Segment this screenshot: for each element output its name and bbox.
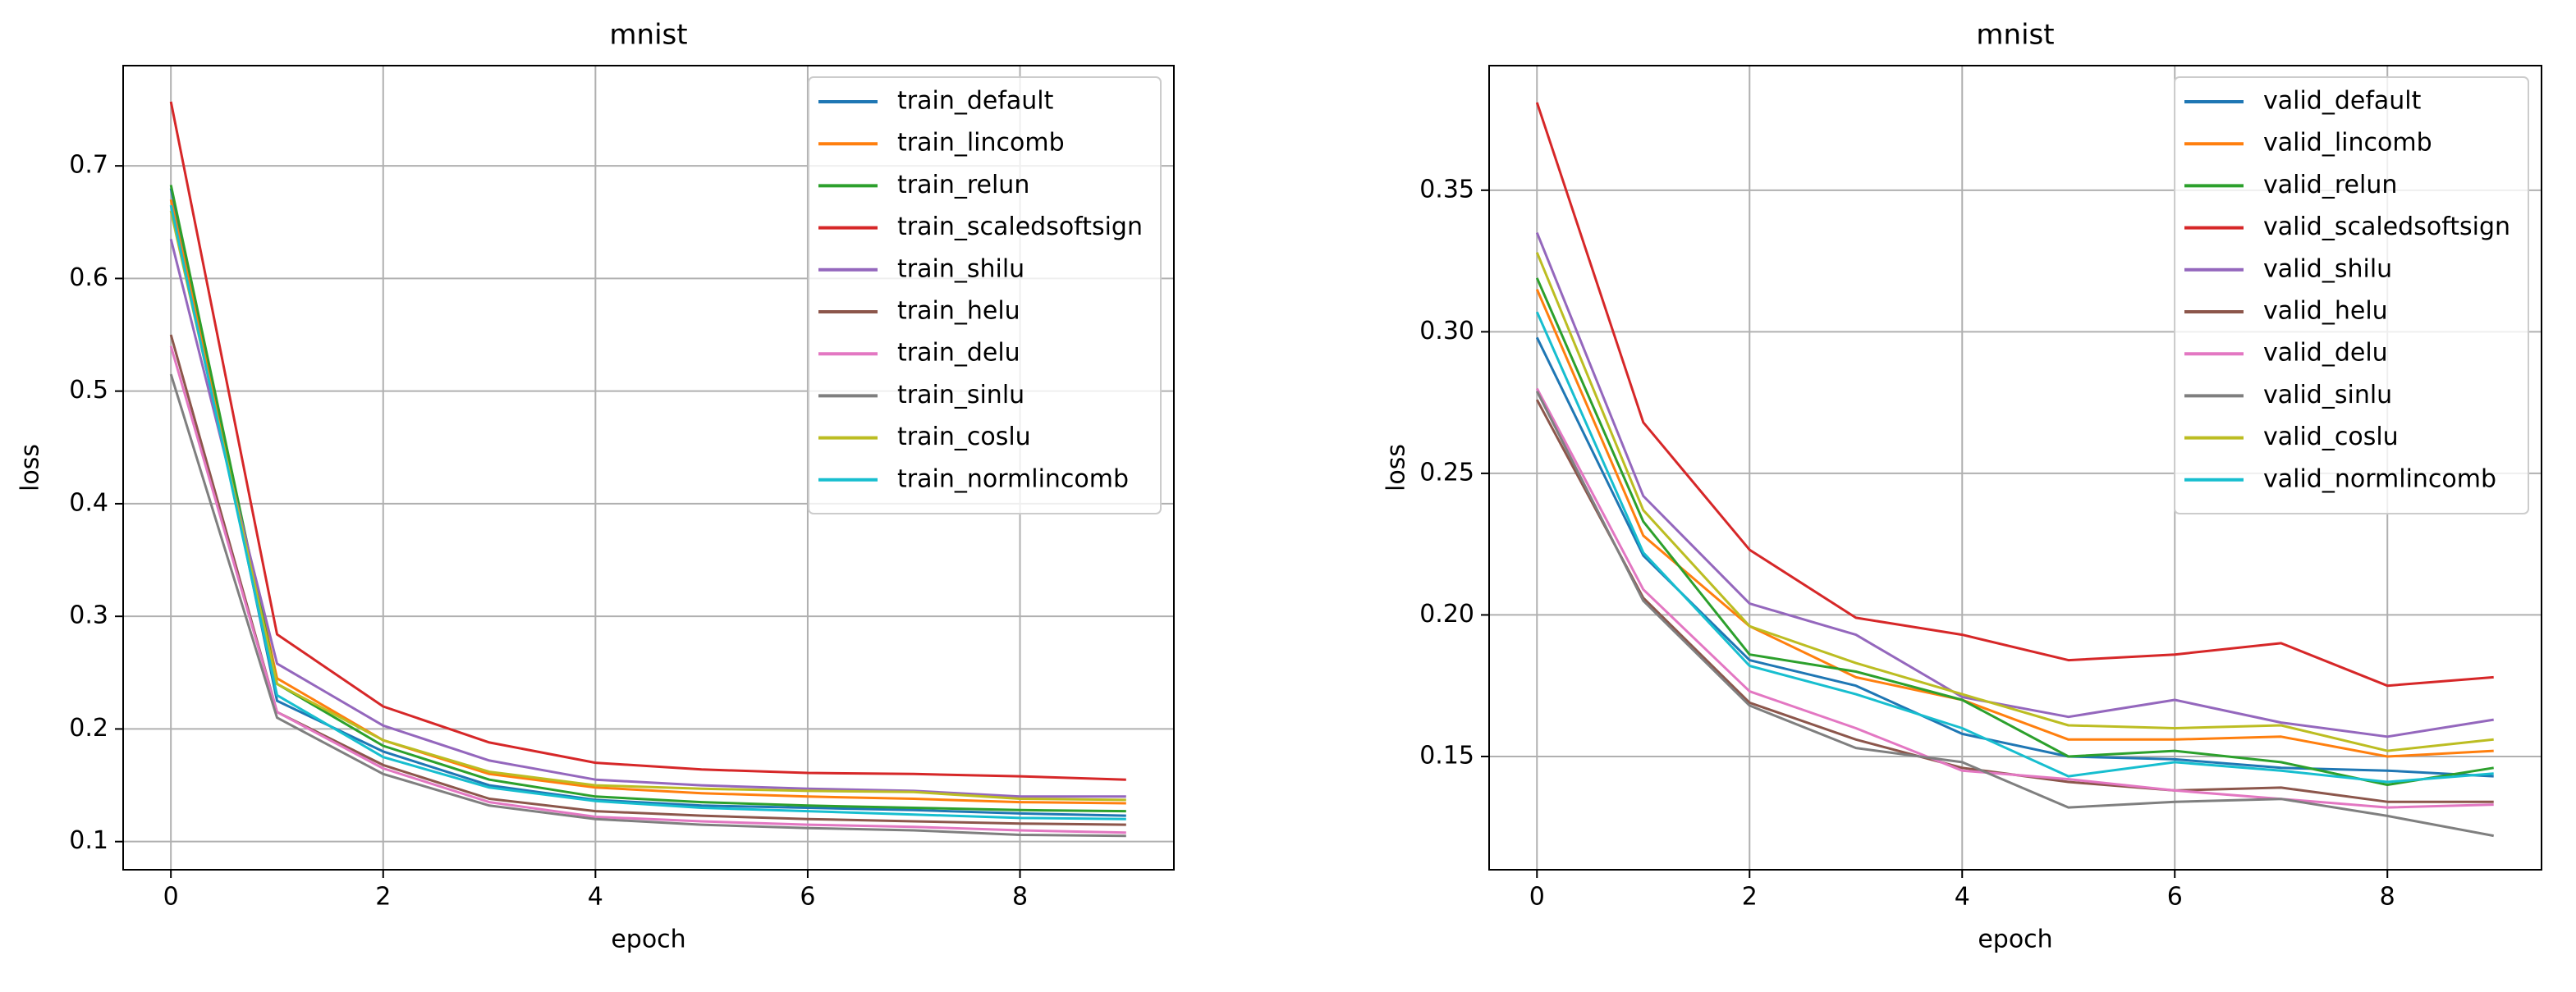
legend-label: valid_shilu: [2263, 254, 2392, 283]
x-tick-label: 2: [375, 883, 391, 912]
y-tick-label: 0.35: [1419, 175, 1474, 203]
y-axis-label: loss: [16, 444, 45, 491]
legend-label: train_delu: [897, 339, 1020, 368]
series-line: [169, 204, 1126, 821]
legend-label: train_shilu: [897, 254, 1024, 283]
plot: 0 2 4 6 8 0.1 0.2 0.3 0.4 0.5 0.6 0.7 mnist epoch loss…: [16, 19, 1175, 954]
x-tick-label: 2: [1742, 883, 1758, 912]
y-tick-label: 0.6: [69, 263, 108, 292]
legend-label: train_normlincomb: [897, 464, 1129, 493]
plot: 0 2 4 6 8 0.15 0.20 0.25 0.30 0.35 mnist epoch loss v…: [1382, 19, 2542, 954]
x-tick-label: 6: [2167, 883, 2183, 912]
series-line: [169, 210, 1126, 802]
chart-title: mnist: [609, 19, 687, 52]
y-tick-label: 0.3: [69, 601, 108, 630]
series-line: [1535, 252, 2494, 752]
legend: valid_default valid_lincomb valid_relunval…: [2174, 76, 2529, 514]
series-line: [169, 239, 1126, 798]
x-tick-label: 0: [1529, 883, 1545, 912]
legend-label: valid_sinlu: [2263, 381, 2392, 409]
x-tick-label: 6: [800, 883, 815, 912]
legend-label: valid_relun: [2263, 171, 2397, 199]
y-tick-label: 0.2: [69, 714, 108, 743]
series-line: [1535, 391, 2494, 838]
series-line: [1535, 232, 2494, 738]
chart-title: mnist: [1976, 19, 2054, 52]
x-tick-label: 0: [163, 883, 179, 912]
x-axis-label: epoch: [1978, 926, 2052, 954]
series-line: [1535, 289, 2494, 758]
legend-frame: [2174, 76, 2529, 514]
series-line: [1535, 102, 2494, 688]
legend-label: train_lincomb: [897, 129, 1065, 158]
legend-label: valid_default: [2263, 87, 2422, 116]
legend-label: train_relun: [897, 171, 1029, 199]
series-line: [1535, 277, 2494, 786]
legend-label: valid_lincomb: [2263, 129, 2432, 158]
legend: train_default train_lincomb train_reluntra…: [808, 76, 1162, 514]
y-tick-label: 0.7: [69, 151, 108, 180]
legend-label: train_scaledsoftsign: [897, 213, 1143, 241]
legend-label: train_helu: [897, 297, 1020, 326]
legend-label: valid_scaledsoftsign: [2263, 213, 2510, 241]
y-axis-label: loss: [1382, 444, 1411, 491]
x-tick-label: 8: [1012, 883, 1028, 912]
series-line: [169, 185, 1126, 813]
series-line: [169, 101, 1126, 781]
y-tick-label: 0.25: [1419, 458, 1474, 487]
series-line: [1535, 387, 2494, 809]
axes-frame: [122, 65, 1175, 871]
series-line: [169, 334, 1126, 826]
series-line: [1535, 311, 2494, 784]
legend-frame: [808, 76, 1162, 514]
legend-label: valid_delu: [2263, 339, 2388, 368]
y-tick-label: 0.20: [1419, 600, 1474, 629]
y-tick-label: 0.1: [69, 826, 108, 855]
legend-label: train_coslu: [897, 423, 1031, 451]
y-tick-label: 0.15: [1419, 741, 1474, 770]
y-tick-label: 0.5: [69, 376, 108, 405]
y-tick-label: 0.30: [1419, 317, 1474, 345]
x-tick-label: 4: [1955, 883, 1970, 912]
series-line: [169, 199, 1126, 805]
series-line: [169, 345, 1126, 834]
x-axis-label: epoch: [611, 926, 685, 954]
y-tick-label: 0.4: [69, 488, 108, 517]
x-tick-label: 8: [2380, 883, 2395, 912]
legend-label: train_sinlu: [897, 381, 1024, 409]
legend-label: valid_helu: [2263, 297, 2388, 326]
x-tick-label: 4: [588, 883, 603, 912]
legend-label: train_default: [897, 87, 1054, 116]
axes-frame: [1488, 65, 2542, 871]
legend-label: valid_normlincomb: [2263, 464, 2496, 493]
legend-label: valid_coslu: [2263, 423, 2399, 451]
series-line: [169, 373, 1126, 838]
